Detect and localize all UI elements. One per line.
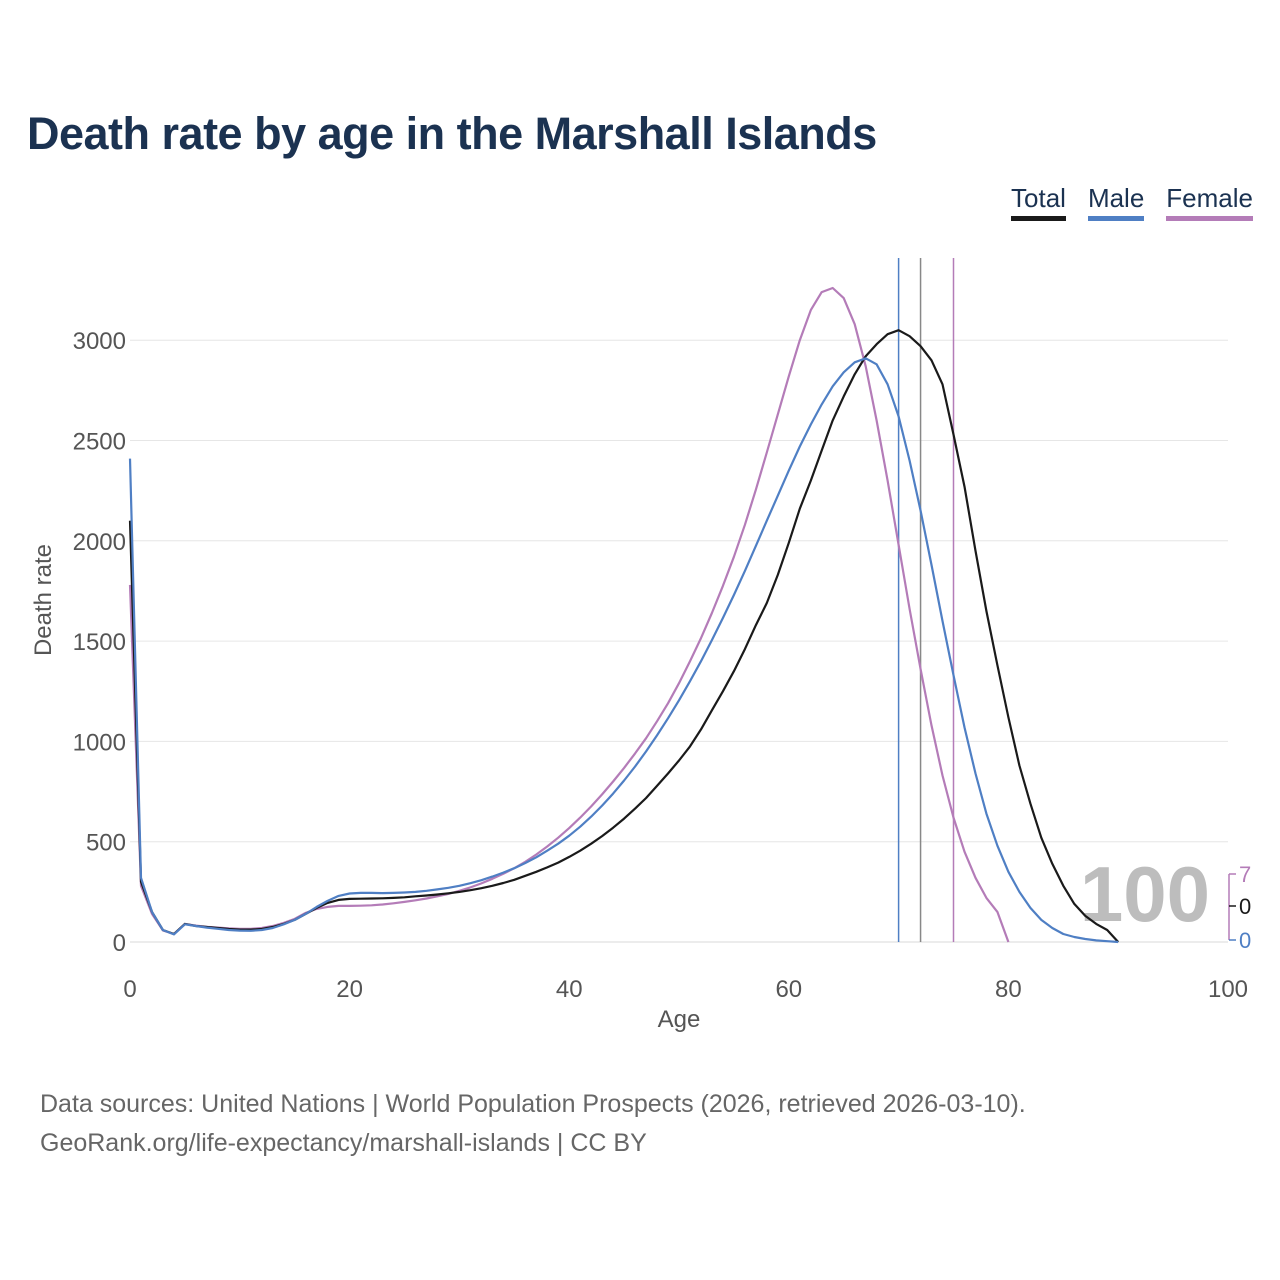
y-tick-label: 500 bbox=[86, 830, 126, 857]
year-watermark: 100 bbox=[1080, 850, 1210, 938]
chart-legend: Total Male Female bbox=[1011, 183, 1253, 221]
y-tick-label: 2500 bbox=[73, 429, 126, 456]
source-link[interactable]: GeoRank.org/life-expectancy/marshall-isl… bbox=[40, 1129, 647, 1157]
legend-item-total[interactable]: Total bbox=[1011, 183, 1066, 221]
y-tick-label: 3000 bbox=[73, 328, 126, 355]
y-axis-title: Death rate bbox=[30, 544, 57, 656]
edge-label-total: 0 bbox=[1239, 894, 1251, 919]
y-tick-label: 1000 bbox=[73, 729, 126, 756]
chart-title: Death rate by age in the Marshall Island… bbox=[27, 108, 877, 159]
y-tick-label: 1500 bbox=[73, 629, 126, 656]
legend-item-female[interactable]: Female bbox=[1166, 183, 1253, 221]
y-tick-label: 2000 bbox=[73, 529, 126, 556]
y-tick-label: 0 bbox=[113, 930, 126, 957]
x-tick-label: 80 bbox=[995, 976, 1022, 1003]
series-line-female bbox=[128, 286, 1010, 943]
series-line-total bbox=[128, 329, 1120, 943]
chart-footer: Data sources: United Nations | World Pop… bbox=[40, 1085, 1026, 1163]
x-axis-title: Age bbox=[658, 1006, 701, 1033]
x-tick-label: 40 bbox=[556, 976, 583, 1003]
x-tick-label: 0 bbox=[123, 976, 136, 1003]
legend-item-male[interactable]: Male bbox=[1087, 183, 1145, 221]
x-tick-label: 20 bbox=[336, 976, 363, 1003]
series-line-male bbox=[128, 357, 1119, 944]
x-tick-label: 60 bbox=[775, 976, 802, 1003]
data-source-note: Data sources: United Nations | World Pop… bbox=[40, 1090, 1026, 1118]
x-tick-label: 100 bbox=[1208, 976, 1248, 1003]
edge-label-female: 7 bbox=[1239, 862, 1251, 887]
edge-label-male: 0 bbox=[1239, 928, 1251, 953]
